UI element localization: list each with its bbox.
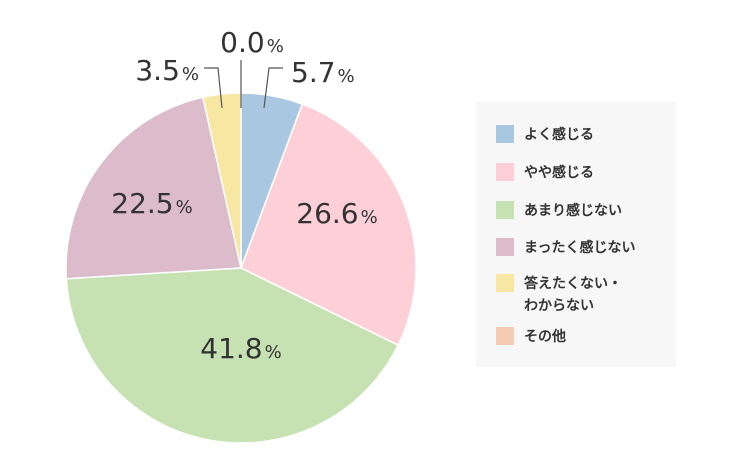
- data-label-kotaetakunai: 3.5%: [135, 54, 199, 87]
- legend-label: 答えたくない・ わからない: [524, 276, 622, 314]
- data-label-yoku-kanjiru: 5.7%: [291, 56, 355, 89]
- legend-item-yaya-kanjiru: やや感じる: [496, 162, 594, 184]
- legend-label: その他: [524, 329, 566, 345]
- pie-slice-yaya-kanjiru: [240, 103, 417, 347]
- legend-label: やや感じる: [524, 165, 594, 181]
- legend-label: よく感じる: [524, 127, 594, 143]
- legend-label: まったく感じない: [524, 240, 636, 256]
- legend: よく感じる やや感じる あまり感じない まったく感じない 答えたくない・ わから…: [476, 102, 676, 367]
- data-label-mattaku-kanjinai: 22.5%: [111, 187, 192, 220]
- legend-swatch: [496, 238, 514, 256]
- data-label-yaya-kanjiru: 26.6%: [296, 197, 377, 230]
- legend-swatch: [496, 125, 514, 143]
- legend-item-yoku-kanjiru: よく感じる: [496, 124, 594, 146]
- legend-swatch: [496, 163, 514, 181]
- leader-line-yoku-kanjiru: [263, 67, 283, 109]
- pie-slice-amari-kanjinai: [65, 267, 400, 444]
- data-label-sonota: 0.0%: [220, 26, 284, 59]
- legend-swatch: [496, 201, 514, 219]
- data-label-amari-kanjinai: 41.8%: [200, 332, 281, 365]
- legend-swatch: [496, 327, 514, 345]
- legend-label: あまり感じない: [524, 203, 622, 219]
- pie-slice-mattaku-kanjinai: [65, 96, 242, 280]
- legend-item-amari-kanjinai: あまり感じない: [496, 200, 622, 222]
- legend-item-mattaku-kanjinai: まったく感じない: [496, 237, 635, 259]
- legend-item-kotaetakunai: 答えたくない・ わからない: [496, 273, 622, 317]
- leader-line-kotaetakunai: [204, 67, 223, 109]
- legend-swatch: [496, 274, 514, 292]
- legend-item-sonota: その他: [496, 326, 566, 348]
